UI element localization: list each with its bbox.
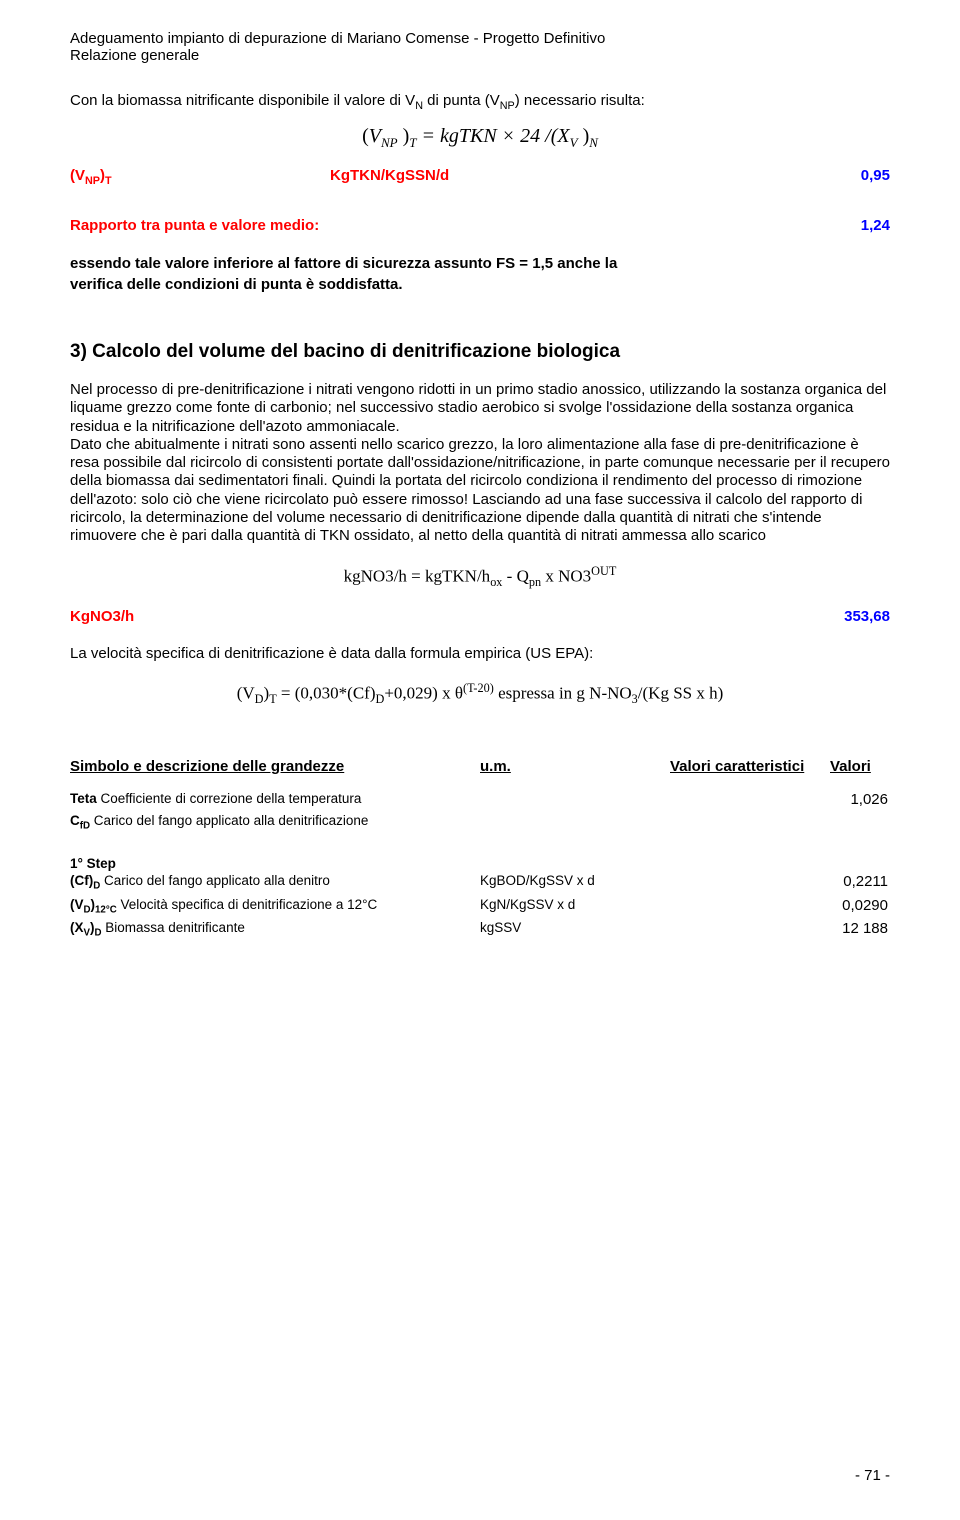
cfd-bold: C bbox=[70, 813, 80, 828]
section3-title: 3) Calcolo del volume del bacino di deni… bbox=[70, 341, 890, 363]
doc-header-line1: Adeguamento impianto di depurazione di M… bbox=[70, 30, 890, 47]
f2-ox: ox bbox=[490, 575, 502, 589]
xv-sub2: D bbox=[94, 927, 101, 938]
row-cf: (Cf)D Carico del fango applicato alla de… bbox=[70, 871, 890, 894]
vd-sub2: 12°C bbox=[95, 904, 117, 915]
kgno3-row: KgNO3/h 353,68 bbox=[70, 608, 890, 625]
cf-val: 0,2211 bbox=[790, 871, 890, 894]
f3-b2: +0,029) x θ bbox=[384, 684, 463, 703]
f1-eq: = kgTKN × 24 /(X bbox=[417, 125, 570, 147]
vnp-label: (VNP)T bbox=[70, 167, 330, 187]
xv-desc: Biomassa denitrificante bbox=[102, 920, 245, 935]
table-header: Simbolo e descrizione delle grandezze u.… bbox=[70, 758, 890, 775]
f3-exp: (T-20) bbox=[463, 681, 494, 695]
th-valori: Valori bbox=[830, 758, 890, 775]
xv-val: 12 188 bbox=[790, 918, 890, 941]
f1-n: N bbox=[589, 135, 598, 150]
f2-out: OUT bbox=[591, 564, 616, 578]
vd-unit: KgN/KgSSV x d bbox=[480, 895, 670, 918]
teta-desc: Coefficiente di correzione della tempera… bbox=[97, 791, 362, 806]
para1: Nel processo di pre-denitrificazione i n… bbox=[70, 381, 890, 436]
rapporto-value: 1,24 bbox=[861, 217, 890, 234]
essendo-l2: verifica delle condizioni di punta è sod… bbox=[70, 275, 890, 295]
vnp-value: 0,95 bbox=[861, 167, 890, 184]
f1-t: T bbox=[409, 135, 416, 150]
page-number: - 71 - bbox=[855, 1467, 890, 1484]
cf-desc: Carico del fango applicato alla denitro bbox=[100, 873, 330, 888]
f1-np: NP bbox=[381, 135, 398, 150]
cfd-row: CfD Carico del fango applicato alla deni… bbox=[70, 811, 890, 834]
cfd-desc: Carico del fango applicato alla denitrif… bbox=[90, 813, 368, 828]
intro-text-2: di punta (V bbox=[423, 92, 500, 109]
rapporto-row: Rapporto tra punta e valore medio: 1,24 bbox=[70, 217, 890, 234]
f2-pn: pn bbox=[529, 575, 541, 589]
cfd-sub: fD bbox=[80, 821, 90, 832]
row-vd: (VD)12°C Velocità specifica di denitrifi… bbox=[70, 895, 890, 918]
f1-v: V bbox=[369, 125, 381, 147]
vnp-t: T bbox=[105, 175, 112, 187]
intro-sub-np: NP bbox=[500, 100, 515, 112]
cf-unit: KgBOD/KgSSV x d bbox=[480, 871, 670, 894]
intro-text-3: ) necessario risulta: bbox=[515, 92, 645, 109]
intro-text-1: Con la biomassa nitrificante disponibile… bbox=[70, 92, 415, 109]
para2: Dato che abitualmente i nitrati sono ass… bbox=[70, 436, 890, 546]
teta-row: Teta Coefficiente di correzione della te… bbox=[70, 789, 890, 812]
f3-t: T bbox=[269, 693, 276, 707]
f1-xv: V bbox=[570, 135, 578, 150]
vd-desc: Velocità specifica di denitrificazione a… bbox=[117, 897, 378, 912]
th-simbolo: Simbolo e descrizione delle grandezze bbox=[70, 758, 480, 775]
teta-value: 1,026 bbox=[790, 789, 890, 812]
f3-b: = (0,030*(Cf) bbox=[277, 684, 376, 703]
f1-lp: ( bbox=[362, 125, 369, 147]
f2-mid2: x NO3 bbox=[541, 566, 591, 585]
vnp-sub: NP bbox=[85, 175, 100, 187]
vd-val: 0,0290 bbox=[790, 895, 890, 918]
vd-sub1: D bbox=[84, 904, 91, 915]
kgno3-value: 353,68 bbox=[844, 608, 890, 625]
teta-bold: Teta bbox=[70, 791, 97, 806]
step1-label: 1° Step bbox=[70, 856, 890, 871]
f3-tail: espressa in g N-NO bbox=[494, 684, 632, 703]
vnp-sym: (V bbox=[70, 167, 85, 184]
intro-sub-n: N bbox=[415, 100, 423, 112]
kgno3-label: KgNO3/h bbox=[70, 608, 134, 625]
formula-kgno3: kgNO3/h = kgTKN/hox - Qpn x NO3OUT bbox=[70, 564, 890, 590]
essendo-l1: essendo tale valore inferiore al fattore… bbox=[70, 254, 890, 274]
row-xv: (XV)D Biomassa denitrificante kgSSV 12 1… bbox=[70, 918, 890, 941]
f3-l: (V bbox=[237, 684, 255, 703]
th-caratt: Valori caratteristici bbox=[670, 758, 830, 775]
vd-sym: (V bbox=[70, 897, 84, 912]
doc-header-line2: Relazione generale bbox=[70, 47, 890, 64]
f3-d: D bbox=[255, 693, 264, 707]
th-um: u.m. bbox=[480, 758, 670, 775]
f2-mid: - Q bbox=[502, 566, 528, 585]
intro-line: Con la biomassa nitrificante disponibile… bbox=[70, 92, 890, 113]
xv-unit: kgSSV bbox=[480, 918, 670, 941]
xv-sym: (X bbox=[70, 920, 84, 935]
f3-tail2: /(Kg SS x h) bbox=[638, 684, 723, 703]
formula-vnp: (VNP )T = kgTKN × 24 /(XV )N bbox=[70, 125, 890, 151]
cf-sym: (Cf) bbox=[70, 873, 93, 888]
velocita-line: La velocità specifica di denitrificazion… bbox=[70, 645, 890, 664]
rapporto-label: Rapporto tra punta e valore medio: bbox=[70, 217, 319, 234]
vnp-row: (VNP)T KgTKN/KgSSN/d 0,95 bbox=[70, 167, 890, 187]
f2-left: kgNO3/h = kgTKN/h bbox=[344, 566, 491, 585]
vnp-unit: KgTKN/KgSSN/d bbox=[330, 167, 449, 187]
formula-vd: (VD)T = (0,030*(Cf)D+0,029) x θ(T-20) es… bbox=[70, 681, 890, 707]
